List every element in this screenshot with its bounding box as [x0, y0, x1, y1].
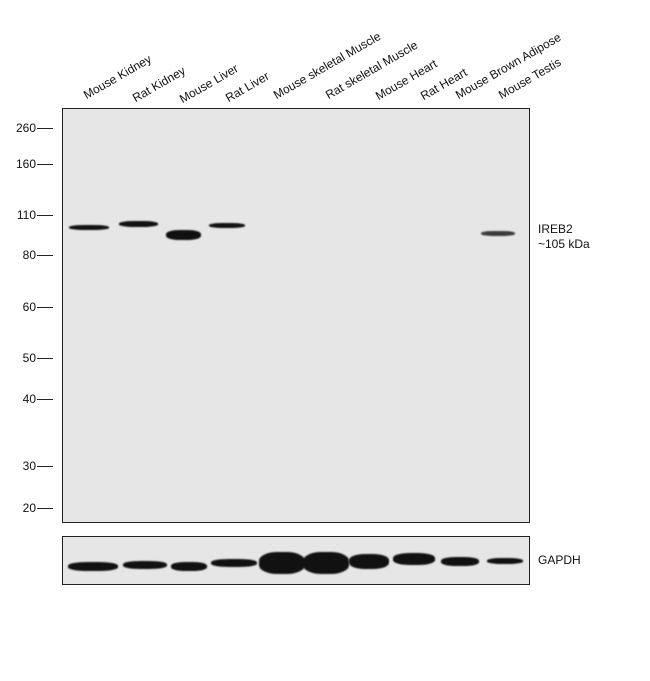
- target-size: ~105 kDa: [538, 237, 590, 251]
- band: [487, 558, 523, 564]
- band: [303, 552, 349, 574]
- marker-label: 30: [22, 459, 36, 473]
- marker-tick: [37, 307, 53, 308]
- marker-label: 260: [15, 121, 36, 135]
- loading-control-label: GAPDH: [538, 553, 581, 567]
- marker-tick: [37, 255, 53, 256]
- marker-label: 160: [15, 157, 36, 171]
- band: [171, 562, 207, 571]
- band: [211, 559, 257, 567]
- gapdh-blot: [62, 536, 530, 585]
- ireb2-blot: [62, 108, 530, 523]
- marker-tick: [37, 215, 53, 216]
- band: [209, 223, 245, 228]
- marker-tick: [37, 466, 53, 467]
- marker-tick: [37, 164, 53, 165]
- marker-label: 110: [16, 208, 36, 222]
- marker-tick: [37, 358, 53, 359]
- band: [166, 230, 201, 240]
- band: [481, 231, 515, 236]
- band: [69, 225, 109, 230]
- band: [68, 562, 118, 571]
- marker-tick: [37, 508, 53, 509]
- band: [393, 553, 435, 565]
- band: [441, 557, 479, 566]
- target-name: IREB2: [538, 222, 573, 236]
- band: [259, 552, 305, 574]
- marker-label: 60: [22, 300, 36, 314]
- band: [349, 554, 389, 569]
- band: [123, 561, 167, 569]
- band: [119, 221, 158, 227]
- marker-tick: [37, 399, 53, 400]
- marker-label: 40: [22, 392, 36, 406]
- marker-label: 50: [22, 351, 36, 365]
- marker-label: 80: [22, 248, 36, 262]
- marker-label: 20: [22, 501, 36, 515]
- marker-tick: [37, 128, 53, 129]
